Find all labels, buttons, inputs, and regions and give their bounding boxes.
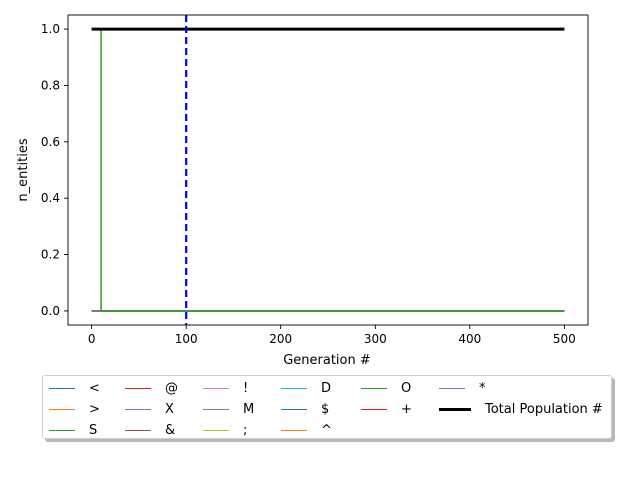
x-tick-label: 100	[175, 332, 198, 346]
y-tick-label: 0.8	[41, 78, 60, 92]
y-axis-label: n_entities	[16, 138, 31, 201]
legend-swatch	[125, 388, 151, 389]
legend-label: X	[165, 402, 174, 417]
y-tick-label: 0.0	[41, 304, 60, 318]
legend-item: +	[361, 399, 412, 420]
legend-item: Total Population #	[439, 399, 603, 420]
x-axis-ticks: 0 100 200 300 400 500	[88, 325, 576, 346]
legend-item: M	[203, 399, 254, 420]
legend-swatch	[281, 430, 307, 431]
legend-item: >	[49, 399, 100, 420]
legend-label: <	[89, 381, 100, 396]
legend-item: *	[439, 378, 603, 399]
legend-label: Total Population #	[485, 402, 603, 417]
legend-label: &	[165, 423, 176, 438]
legend-label: $	[321, 402, 330, 417]
legend-swatch	[439, 388, 465, 389]
x-tick-label: 300	[364, 332, 387, 346]
legend-swatch	[361, 409, 387, 410]
legend-label: ;	[243, 423, 248, 438]
legend-label: *	[479, 381, 486, 396]
legend-swatch	[125, 430, 151, 431]
legend-label: !	[243, 381, 249, 396]
y-axis-ticks: 0.0 0.2 0.4 0.6 0.8 1.0	[41, 22, 68, 318]
plot-frame	[67, 14, 589, 326]
legend-label: +	[401, 402, 412, 417]
legend-item: ^	[281, 420, 332, 441]
legend-label: @	[165, 381, 178, 396]
series-line-2	[100, 29, 565, 312]
legend-swatch	[49, 430, 75, 431]
legend-swatch	[361, 388, 387, 389]
legend-item: D	[281, 378, 332, 399]
legend-swatch	[281, 388, 307, 389]
legend-label: >	[89, 402, 100, 417]
legend-swatch	[439, 408, 471, 411]
legend-item: <	[49, 378, 100, 399]
legend-item: &	[125, 420, 178, 441]
legend-label: ^	[321, 423, 332, 438]
legend-item: @	[125, 378, 178, 399]
x-tick-label: 400	[458, 332, 481, 346]
legend-swatch	[125, 409, 151, 410]
legend-swatch	[49, 388, 75, 389]
y-tick-label: 1.0	[41, 22, 60, 36]
legend-item: X	[125, 399, 178, 420]
plot-area	[67, 14, 589, 326]
legend-swatch	[49, 409, 75, 410]
y-tick-label: 0.2	[41, 248, 60, 262]
legend-column: < > S	[49, 378, 100, 441]
legend-item: O	[361, 378, 412, 399]
legend: < > S @ X &! M; D $ ^ O + * Total Population #	[42, 375, 612, 439]
x-axis-label: Generation #	[283, 353, 371, 368]
legend-column: D $ ^	[281, 378, 332, 441]
legend-swatch	[281, 409, 307, 410]
legend-item: ;	[203, 420, 254, 441]
legend-column: * Total Population #	[439, 378, 603, 420]
y-tick-label: 0.4	[41, 191, 60, 205]
legend-label: O	[401, 381, 412, 396]
legend-swatch	[203, 388, 229, 389]
legend-label: M	[243, 402, 255, 417]
legend-item: $	[281, 399, 332, 420]
legend-column: ! M;	[203, 378, 254, 441]
legend-item: !	[203, 378, 254, 399]
legend-column: O +	[361, 378, 412, 420]
legend-item: S	[49, 420, 100, 441]
legend-label: D	[321, 381, 332, 396]
legend-label: S	[89, 423, 98, 438]
y-tick-label: 0.6	[41, 135, 60, 149]
x-tick-label: 200	[269, 332, 292, 346]
x-tick-label: 0	[88, 332, 96, 346]
legend-swatch	[203, 409, 229, 410]
legend-column: @ X &	[125, 378, 178, 441]
x-tick-label: 500	[553, 332, 576, 346]
legend-swatch	[203, 430, 229, 431]
